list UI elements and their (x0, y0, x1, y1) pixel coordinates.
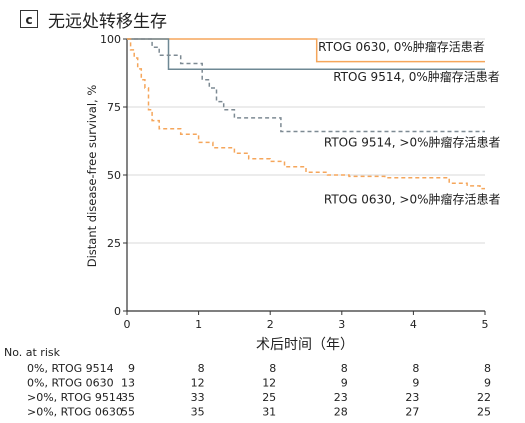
risk-value: 8 (484, 362, 491, 375)
series-line-1 (127, 38, 485, 63)
risk-value: 22 (477, 391, 491, 404)
risk-value: 23 (334, 391, 348, 404)
series-label-3: RTOG 9514, >0%肿瘤存活患者 (324, 134, 501, 149)
y-tick-label: 50 (107, 169, 121, 182)
risk-value: 28 (334, 406, 348, 419)
x-tick-label: 3 (338, 318, 345, 331)
x-tick-label: 4 (410, 318, 417, 331)
risk-value: 8 (198, 362, 205, 375)
risk-value: 35 (121, 391, 135, 404)
risk-value: 9 (128, 362, 135, 375)
y-tick-label: 75 (107, 101, 121, 114)
series-label-1: RTOG 0630, 0%肿瘤存活患者 (318, 39, 485, 54)
series-label-4: RTOG 0630, >0%肿瘤存活患者 (324, 192, 501, 207)
risk-value: 55 (121, 406, 135, 419)
series-line-4 (127, 38, 485, 190)
x-tick-label: 5 (482, 318, 489, 331)
series-label-2: RTOG 9514, 0%肿瘤存活患者 (333, 69, 500, 84)
risk-value: 35 (191, 406, 205, 419)
y-tick-label: 0 (114, 305, 121, 318)
risk-row-label: 0%, RTOG 0630 (27, 377, 114, 390)
series-labels: RTOG 0630, 0%肿瘤存活患者 RTOG 9514, 0%肿瘤存活患者 RT… (318, 39, 500, 206)
risk-value: 25 (477, 406, 491, 419)
axes: 0 25 50 75 100 0 1 2 3 4 5 (100, 33, 489, 331)
risk-row-label: 0%, RTOG 9514 (27, 362, 114, 375)
risk-value: 25 (262, 391, 276, 404)
series-group (127, 38, 485, 190)
risk-value: 27 (405, 406, 419, 419)
series-line-2 (127, 38, 485, 70)
risk-value: 13 (121, 377, 135, 390)
y-axis-title: Distant disease-free survival, % (85, 85, 99, 268)
risk-row-label: >0%, RTOG 0630 (27, 406, 123, 419)
risk-row-label: >0%, RTOG 9514 (27, 391, 123, 404)
x-tick-label: 2 (267, 318, 274, 331)
risk-value: 31 (262, 406, 276, 419)
panel-header: c 无远处转移生存 (20, 6, 167, 32)
y-tick-label: 100 (100, 33, 121, 46)
risk-value: 12 (262, 377, 276, 390)
series-line-3 (127, 38, 485, 133)
x-tick-label: 0 (124, 318, 131, 331)
risk-value: 33 (191, 391, 205, 404)
risk-value: 8 (341, 362, 348, 375)
x-tick-label: 1 (195, 318, 202, 331)
risk-value: 9 (412, 377, 419, 390)
x-axis-title: 术后时间（年） (256, 337, 354, 353)
panel-letter: c (20, 10, 38, 28)
risk-table-title: No. at risk (4, 346, 61, 359)
risk-value: 9 (484, 377, 491, 390)
risk-value: 8 (412, 362, 419, 375)
risk-value: 8 (269, 362, 276, 375)
risk-table: No. at risk 0%, RTOG 9514 9 8 8 8 8 8 0%, RTOG 0… (4, 346, 491, 419)
risk-value: 12 (191, 377, 205, 390)
risk-value: 9 (341, 377, 348, 390)
y-tick-label: 25 (107, 237, 121, 250)
risk-value: 23 (405, 391, 419, 404)
chart-title: 无远处转移生存 (48, 11, 167, 32)
